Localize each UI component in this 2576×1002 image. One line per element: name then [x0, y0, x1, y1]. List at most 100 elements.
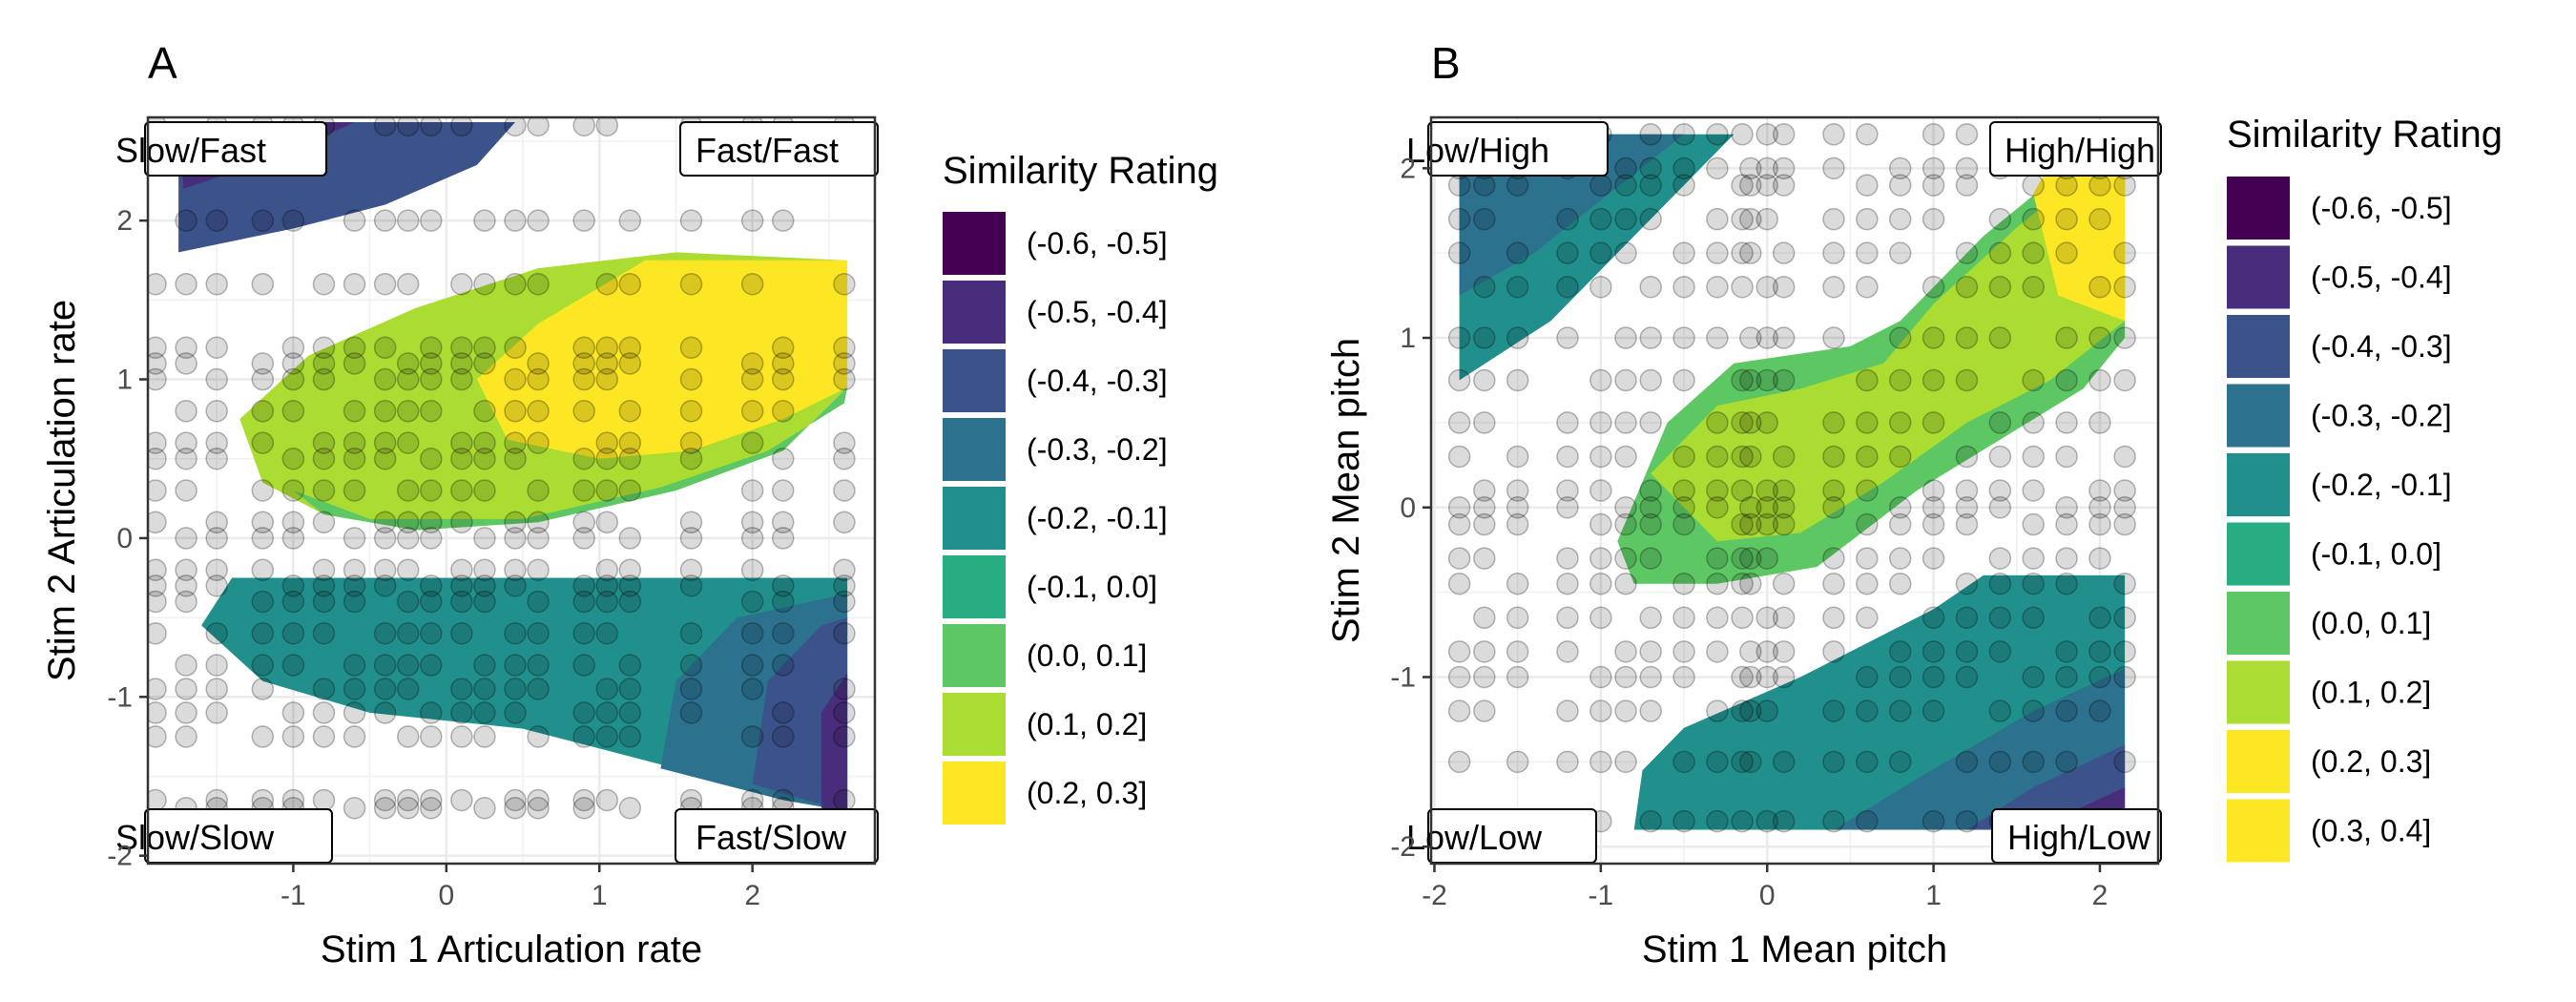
scatter-point: [1739, 241, 1762, 264]
scatter-point: [618, 272, 642, 296]
scatter-point: [1772, 640, 1796, 663]
scatter-point: [1888, 445, 1912, 469]
scatter-point: [373, 511, 397, 534]
scatter-point: [420, 590, 443, 614]
scatter-point: [1731, 606, 1754, 630]
scatter-point: [1639, 479, 1662, 502]
scatter-point: [2022, 547, 2045, 570]
scatter-point: [740, 590, 764, 614]
scatter-point: [281, 621, 305, 645]
scatter-point: [1706, 411, 1729, 434]
scatter-point: [618, 431, 642, 454]
panel-b-x-axis-title: Stim 1 Mean pitch: [1642, 929, 1947, 971]
scatter-point: [205, 788, 228, 812]
x-tick-label: 0: [438, 880, 454, 911]
scatter-point: [1614, 241, 1637, 264]
scatter-point: [833, 558, 856, 581]
scatter-point: [771, 336, 795, 360]
scatter-point: [2088, 699, 2111, 722]
scatter-point: [1589, 241, 1612, 264]
scatter-point: [1755, 606, 1778, 630]
scatter-point: [312, 701, 336, 724]
scatter-point: [420, 701, 443, 724]
scatter-point: [1639, 368, 1662, 392]
scatter-point: [1755, 123, 1778, 146]
scatter-point: [1755, 809, 1778, 833]
scatter-point: [2055, 368, 2078, 392]
legend-swatch: [2227, 453, 2290, 516]
scatter-point: [572, 209, 595, 232]
scatter-point: [1556, 547, 1579, 570]
scatter-point: [1755, 640, 1778, 663]
scatter-point: [679, 788, 703, 812]
scatter-point: [175, 400, 197, 423]
scatter-point: [1614, 496, 1637, 519]
scatter-point: [679, 574, 703, 597]
scatter-point: [1589, 479, 1612, 502]
y-tick-label: -1: [107, 681, 133, 713]
scatter-point: [343, 654, 366, 677]
panel-a-axes: -1 0 1 2 -2 -1 0 1 2: [107, 115, 877, 911]
scatter-point: [1822, 606, 1845, 630]
scatter-point: [1772, 326, 1796, 349]
scatter-point: [205, 621, 228, 645]
scatter-point: [595, 336, 619, 360]
scatter-point: [205, 558, 228, 581]
panel-a-legend-title: Similarity Rating: [943, 150, 1218, 192]
scatter-point: [1822, 699, 1845, 722]
scatter-point: [312, 431, 336, 454]
scatter-point: [1988, 207, 2012, 231]
scatter-point: [1672, 445, 1695, 469]
scatter-point: [450, 272, 473, 296]
scatter-point: [312, 725, 336, 748]
scatter-point: [504, 209, 527, 232]
panel-b-y-axis-title: Stim 2 Mean pitch: [1325, 338, 1367, 643]
y-tick-label: 0: [116, 523, 133, 554]
scatter-point: [1922, 512, 1945, 536]
scatter-point: [2022, 368, 2045, 392]
scatter-point: [450, 447, 473, 470]
scatter-point: [1506, 573, 1529, 595]
scatter-point: [396, 527, 420, 550]
scatter-point: [1822, 157, 1845, 180]
scatter-point: [473, 654, 496, 677]
legend-swatch: [2227, 730, 2290, 793]
y-tick-label: 1: [1400, 323, 1416, 354]
x-tick-label: 1: [592, 880, 608, 911]
scatter-point: [1988, 640, 2012, 663]
scatter-point: [1955, 606, 1979, 630]
scatter-point: [1706, 699, 1729, 722]
scatter-point: [175, 352, 197, 375]
scatter-point: [1772, 512, 1796, 536]
scatter-point: [1922, 699, 1945, 722]
scatter-point: [740, 654, 764, 677]
scatter-point: [1447, 573, 1471, 595]
scatter-point: [1706, 496, 1729, 519]
scatter-point: [1772, 174, 1796, 197]
scatter-point: [1506, 496, 1529, 519]
corner-label-bottom-left: Slow/Slow: [115, 818, 275, 857]
scatter-point: [420, 788, 443, 812]
scatter-point: [1672, 479, 1695, 502]
scatter-point: [1888, 665, 1912, 689]
scatter-point: [572, 400, 595, 423]
scatter-point: [420, 479, 443, 502]
scatter-point: [473, 479, 496, 502]
scatter-point: [1988, 750, 2012, 774]
scatter-point: [527, 367, 550, 391]
scatter-point: [1731, 174, 1754, 197]
corner-label-top-left: Slow/Fast: [115, 131, 266, 170]
scatter-point: [1589, 573, 1612, 595]
scatter-point: [1706, 123, 1729, 146]
scatter-point: [504, 447, 527, 470]
scatter-point: [1955, 275, 1979, 299]
scatter-point: [1888, 699, 1912, 722]
scatter-point: [1888, 573, 1912, 595]
scatter-point: [1706, 547, 1729, 570]
scatter-point: [618, 558, 642, 581]
scatter-point: [2113, 445, 2136, 469]
scatter-point: [251, 788, 275, 812]
scatter-point: [1755, 411, 1778, 434]
scatter-point: [771, 574, 795, 597]
